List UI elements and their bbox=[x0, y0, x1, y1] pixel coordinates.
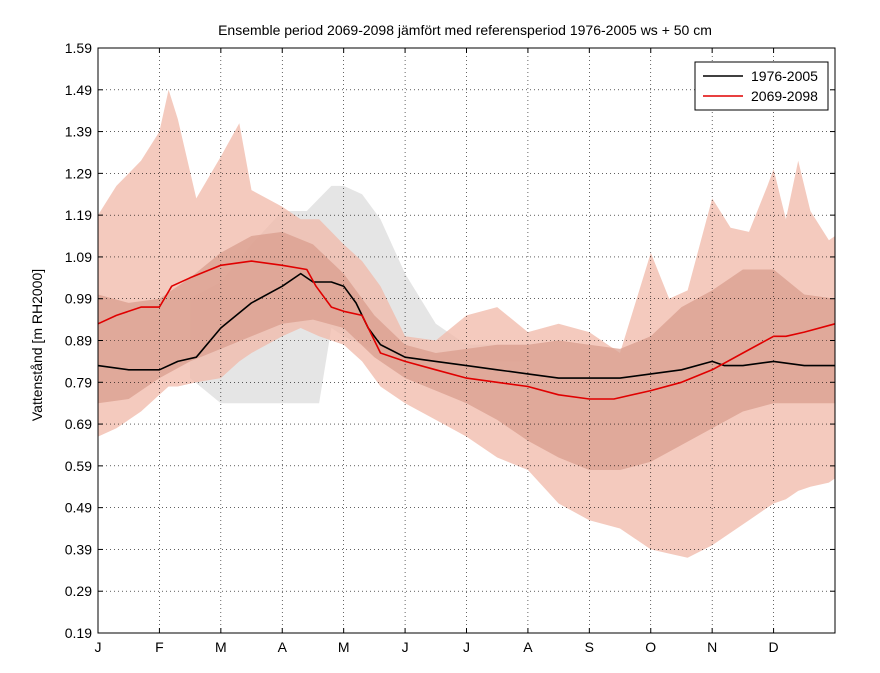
x-tick-label: O bbox=[645, 639, 656, 655]
y-tick-label: 0.39 bbox=[65, 541, 92, 557]
y-tick-label: 1.59 bbox=[65, 40, 92, 56]
y-tick-label: 1.09 bbox=[65, 249, 92, 265]
grid-layer bbox=[98, 48, 835, 633]
legend-label: 1976-2005 bbox=[751, 68, 818, 84]
y-tick-label: 0.89 bbox=[65, 333, 92, 349]
x-tick-label: D bbox=[769, 639, 779, 655]
legend-box bbox=[694, 61, 829, 111]
band-3 bbox=[98, 231, 835, 470]
chart-title: Ensemble period 2069-2098 jämfört med re… bbox=[218, 22, 712, 38]
x-tick-label: A bbox=[278, 639, 288, 655]
x-tick-label: F bbox=[155, 639, 164, 655]
x-tick-label: S bbox=[585, 639, 594, 655]
x-tick-label: N bbox=[707, 639, 717, 655]
y-tick-label: 0.79 bbox=[65, 374, 92, 390]
x-tick-label: A bbox=[523, 639, 533, 655]
y-tick-label: 0.19 bbox=[65, 625, 92, 641]
series-layer bbox=[97, 260, 836, 400]
series-line-1976-2005 bbox=[97, 272, 835, 379]
legend-label: 2069-2098 bbox=[751, 88, 818, 104]
y-tick-label: 0.99 bbox=[65, 291, 92, 307]
legend: 1976-2005 2069-2098 bbox=[694, 61, 829, 111]
x-tick-label: J bbox=[402, 639, 409, 655]
series-line-2069-2098 bbox=[97, 260, 836, 400]
y-tick-label: 1.29 bbox=[65, 165, 92, 181]
y-axis-label: Vattenstånd [m RH2000] bbox=[29, 269, 45, 421]
y-tick-label: 1.19 bbox=[65, 207, 92, 223]
x-tick-label: M bbox=[338, 639, 350, 655]
ticks-layer: 0.19 0.29 0.39 0.49 0.59 0.69 0.79 0.89 0.99 1.09… bbox=[65, 40, 835, 655]
y-tick-label: 1.49 bbox=[65, 82, 92, 98]
y-tick-label: 0.49 bbox=[65, 500, 92, 516]
x-tick-label: J bbox=[95, 639, 102, 655]
y-tick-label: 0.29 bbox=[65, 583, 92, 599]
y-tick-label: 0.59 bbox=[65, 458, 92, 474]
x-tick-label: M bbox=[215, 639, 227, 655]
y-tick-label: 0.69 bbox=[65, 416, 92, 432]
y-tick-label: 1.39 bbox=[65, 124, 92, 140]
x-tick-label: J bbox=[463, 639, 470, 655]
